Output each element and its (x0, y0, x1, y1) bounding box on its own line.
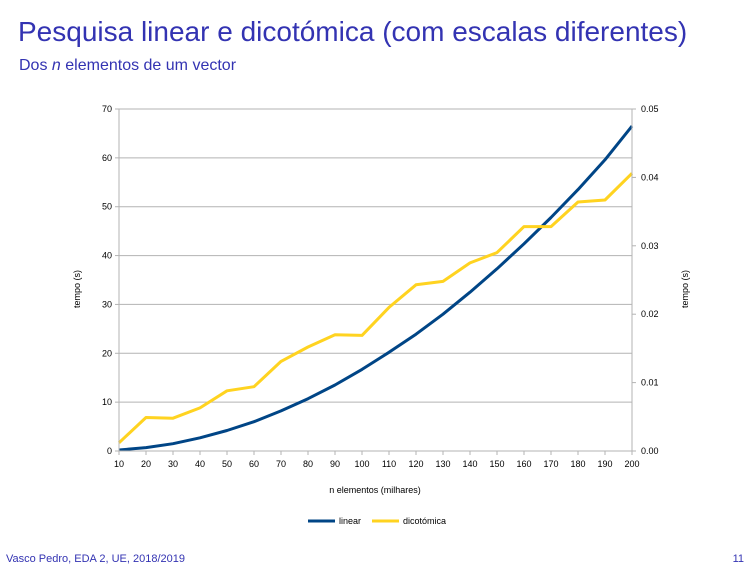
y-tick-label-left: 50 (102, 202, 112, 212)
slide-subtitle: Dos n elementos de um vector (19, 57, 236, 75)
x-tick-label: 90 (330, 459, 340, 469)
y-tick-label-left: 0 (107, 446, 112, 456)
x-tick-label: 70 (276, 459, 286, 469)
x-tick-label: 30 (168, 459, 178, 469)
y-tick-label-left: 40 (102, 251, 112, 261)
x-tick-label: 160 (516, 459, 531, 469)
footer-author: Vasco Pedro, EDA 2, UE, 2018/2019 (6, 553, 185, 565)
x-tick-label: 120 (408, 459, 423, 469)
x-tick-label: 100 (354, 459, 369, 469)
y-tick-label-left: 10 (102, 397, 112, 407)
legend-label: dicotómica (403, 516, 446, 526)
subtitle-prefix: Dos (19, 57, 48, 74)
chart-axes (115, 108, 636, 455)
x-tick-label: 170 (543, 459, 558, 469)
x-tick-label: 20 (141, 459, 151, 469)
y-tick-label-right: 0.03 (641, 241, 659, 251)
x-tick-label: 200 (624, 459, 639, 469)
y-tick-label-left: 20 (102, 348, 112, 358)
chart-ticks: 0102030405060700.000.010.020.030.040.051… (102, 104, 659, 469)
y-tick-label-right: 0.00 (641, 446, 659, 456)
x-tick-label: 110 (382, 459, 396, 469)
x-tick-label: 80 (303, 459, 313, 469)
subtitle-variable: n (51, 57, 61, 74)
x-tick-label: 10 (114, 459, 124, 469)
y-tick-label-right: 0.01 (641, 378, 659, 388)
series-line-dicotomica (117, 172, 634, 444)
y-tick-label-right: 0.02 (641, 309, 659, 319)
subtitle-suffix: elementos de um vector (65, 57, 237, 74)
y-axis-label-left: tempo (s) (72, 270, 82, 308)
legend-label: linear (339, 516, 361, 526)
y-tick-label-right: 0.05 (641, 104, 659, 114)
chart-legend: linear dicotómica (308, 516, 446, 526)
slide-title: Pesquisa linear e dicotómica (com escala… (18, 16, 688, 47)
x-tick-label: 140 (462, 459, 477, 469)
x-tick-label: 190 (597, 459, 612, 469)
chart-series (117, 125, 634, 452)
page-number: 11 (732, 553, 744, 565)
x-axis-label: n elementos (milhares) (329, 485, 421, 495)
x-tick-label: 60 (249, 459, 259, 469)
y-tick-label-left: 30 (102, 299, 112, 309)
chart-grid (119, 108, 632, 452)
y-tick-label-left: 70 (102, 104, 112, 114)
y-axis-label-right: tempo (s) (680, 270, 690, 308)
x-tick-label: 40 (195, 459, 205, 469)
x-tick-label: 50 (222, 459, 232, 469)
series-line-linear (118, 125, 634, 452)
x-tick-label: 150 (489, 459, 504, 469)
y-tick-label-left: 60 (102, 153, 112, 163)
x-tick-label: 180 (570, 459, 585, 469)
x-tick-label: 130 (435, 459, 450, 469)
y-tick-label-right: 0.04 (641, 172, 659, 182)
